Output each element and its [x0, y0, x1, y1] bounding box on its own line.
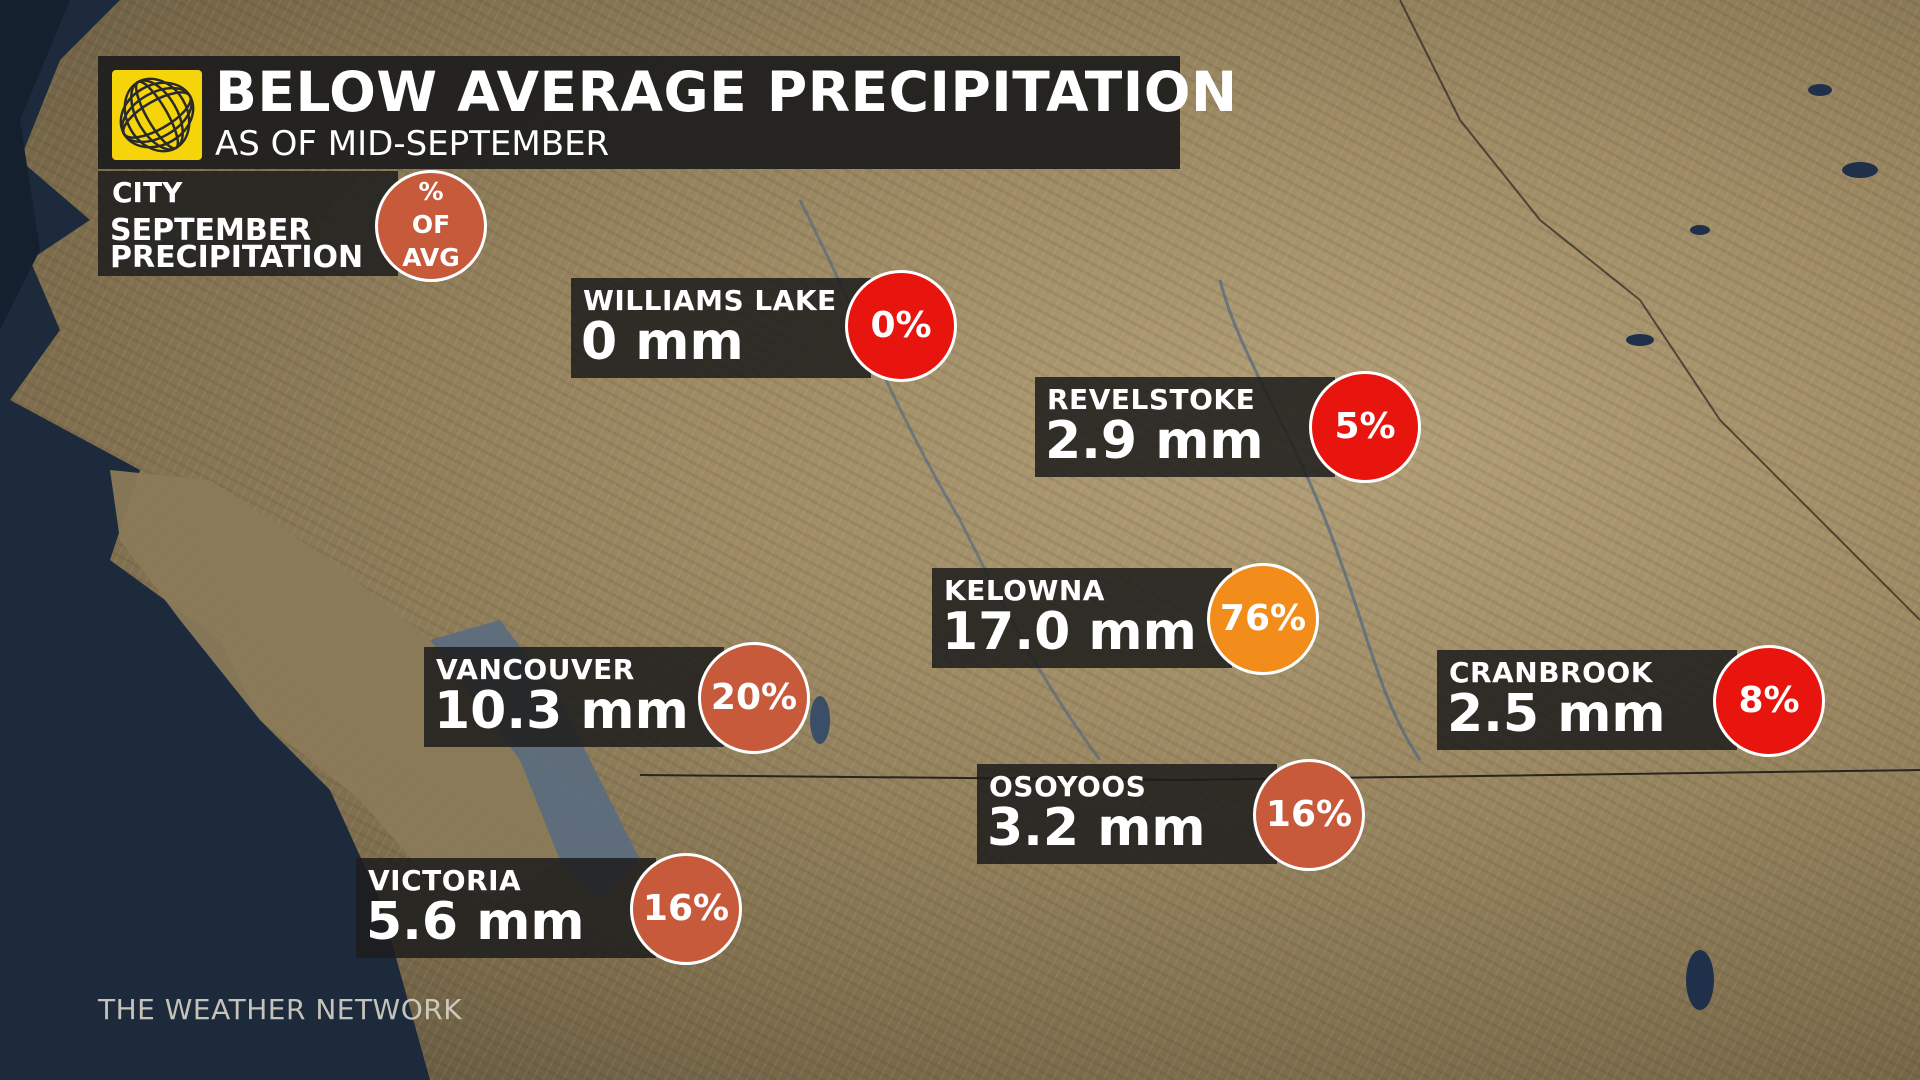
legend-circle-line3: AVG	[402, 243, 460, 272]
title-panel	[98, 56, 1180, 169]
percent-badge-williams-lake: 0%	[845, 270, 957, 382]
percent-badge-vancouver: 20%	[698, 642, 810, 754]
city-card-cranbrook: CRANBROOK 2.5 mm	[1437, 650, 1737, 750]
lake-2	[1842, 162, 1878, 178]
legend-precip-line1: SEPTEMBER	[110, 213, 312, 248]
weather-network-logo-icon	[112, 70, 202, 160]
city-card-revelstoke: REVELSTOKE 2.9 mm	[1035, 377, 1335, 477]
legend-precip-line2: PRECIPITATION	[110, 240, 364, 275]
percent-badge-osoyoos: 16%	[1253, 759, 1365, 871]
percent-badge-cranbrook: 8%	[1713, 645, 1825, 757]
precip-amount: 0 mm	[581, 312, 744, 372]
legend-circle-line1: %	[418, 177, 444, 206]
lake-6	[810, 696, 830, 744]
city-name: VANCOUVER	[436, 653, 635, 686]
percent-badge-revelstoke: 5%	[1309, 371, 1421, 483]
city-name: REVELSTOKE	[1047, 383, 1256, 416]
city-name: WILLIAMS LAKE	[583, 284, 837, 317]
lake-4	[1808, 84, 1832, 96]
city-name: OSOYOOS	[989, 770, 1147, 803]
ocean-shading	[0, 0, 70, 330]
city-card-vancouver: VANCOUVER 10.3 mm	[424, 647, 724, 747]
legend-circle-line2: OF	[411, 210, 451, 239]
precip-amount: 10.3 mm	[434, 681, 689, 741]
page-subtitle: AS OF MID-SEPTEMBER	[215, 124, 610, 164]
precip-amount: 17.0 mm	[942, 602, 1197, 662]
legend-city-label: CITY	[112, 176, 183, 209]
lake-5	[1686, 950, 1714, 1010]
pacific-ocean	[0, 0, 430, 1080]
vancouver-island	[110, 470, 560, 900]
lake-1	[1626, 334, 1654, 346]
precip-amount: 2.9 mm	[1045, 411, 1264, 471]
globe-swirl-icon	[119, 77, 195, 153]
watermark-brand: THE WEATHER NETWORK	[98, 993, 463, 1026]
legend-percent-circle: % OF AVG	[375, 170, 487, 282]
city-card-osoyoos: OSOYOOS 3.2 mm	[977, 764, 1277, 864]
city-name: KELOWNA	[944, 574, 1105, 607]
alberta-border-line	[1399, 0, 1920, 621]
city-card-williams-lake: WILLIAMS LAKE 0 mm	[571, 278, 871, 378]
lake-3	[1690, 225, 1710, 235]
city-card-kelowna: KELOWNA 17.0 mm	[932, 568, 1232, 668]
river-1	[1218, 279, 1422, 761]
page-title: BELOW AVERAGE PRECIPITATION	[215, 60, 1238, 124]
city-name: CRANBROOK	[1449, 656, 1653, 689]
city-card-victoria: VICTORIA 5.6 mm	[356, 858, 656, 958]
precip-amount: 5.6 mm	[366, 892, 585, 952]
precip-amount: 2.5 mm	[1447, 684, 1666, 744]
percent-badge-kelowna: 76%	[1207, 563, 1319, 675]
precip-amount: 3.2 mm	[987, 798, 1206, 858]
percent-badge-victoria: 16%	[630, 853, 742, 965]
city-name: VICTORIA	[368, 864, 522, 897]
legend-panel	[98, 171, 398, 276]
